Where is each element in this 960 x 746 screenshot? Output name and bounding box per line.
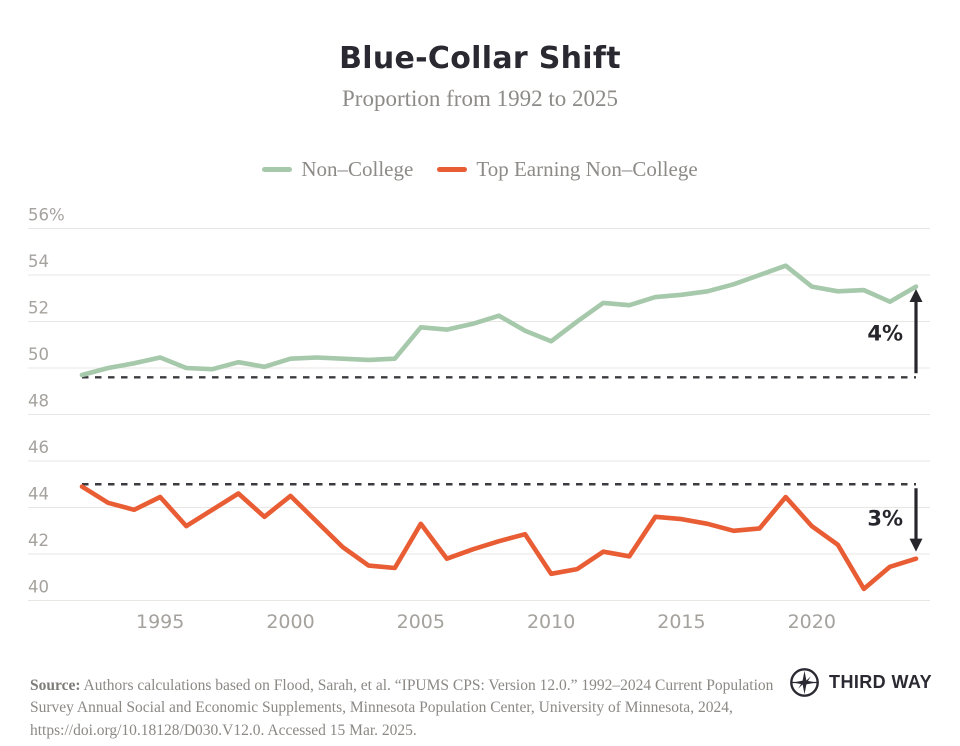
series-line-non-college <box>79 263 919 378</box>
x-tick-label: 2000 <box>266 611 314 633</box>
legend-item: Non–College <box>262 157 413 182</box>
annotation-label: 4% <box>867 322 903 346</box>
x-tick-label: 2010 <box>527 611 575 633</box>
third-way-logo-text: THIRD WAY <box>829 672 932 692</box>
x-tick-label: 1995 <box>136 611 184 633</box>
y-tick-label: 54 <box>28 252 49 271</box>
legend: Non–College Top Earning Non–College <box>0 157 960 182</box>
page-title: Blue-Collar Shift <box>339 41 621 76</box>
legend-swatch <box>262 166 293 173</box>
legend-swatch <box>437 166 468 173</box>
y-tick-label: 52 <box>28 299 49 318</box>
legend-label: Top Earning Non–College <box>476 157 698 181</box>
annotation-label: 3% <box>867 506 903 530</box>
source-body: Authors calculations based on Flood, Sar… <box>30 676 774 739</box>
series-line-top-earning-non-college <box>79 484 919 592</box>
line-chart: 56% 54 52 50 48 46 44 42 40 1995 2000 2005 2010 2015 2… <box>28 206 930 633</box>
y-tick-label: 50 <box>28 345 49 364</box>
source-text: Source: Authors calculations based on Fl… <box>30 675 778 743</box>
x-tick-label: 2020 <box>788 611 836 633</box>
compass-star-icon <box>790 668 819 697</box>
trend-arrow-head <box>909 288 923 302</box>
page-subtitle: Proportion from 1992 to 2025 <box>342 86 618 111</box>
y-tick-label: 40 <box>28 578 49 597</box>
legend-item: Top Earning Non–College <box>437 157 698 182</box>
y-tick-label: 42 <box>28 531 49 550</box>
legend-label: Non–College <box>301 157 414 181</box>
third-way-logo: THIRD WAY <box>789 667 932 698</box>
trend-arrow-head <box>909 538 923 552</box>
y-tick-label: 46 <box>28 438 49 457</box>
x-tick-label: 2015 <box>657 611 705 633</box>
y-tick-label: 48 <box>28 392 49 411</box>
y-tick-label: 56% <box>28 206 65 225</box>
y-tick-label: 44 <box>28 485 49 504</box>
source-label: Source: <box>30 676 81 694</box>
x-tick-label: 2005 <box>397 611 445 633</box>
